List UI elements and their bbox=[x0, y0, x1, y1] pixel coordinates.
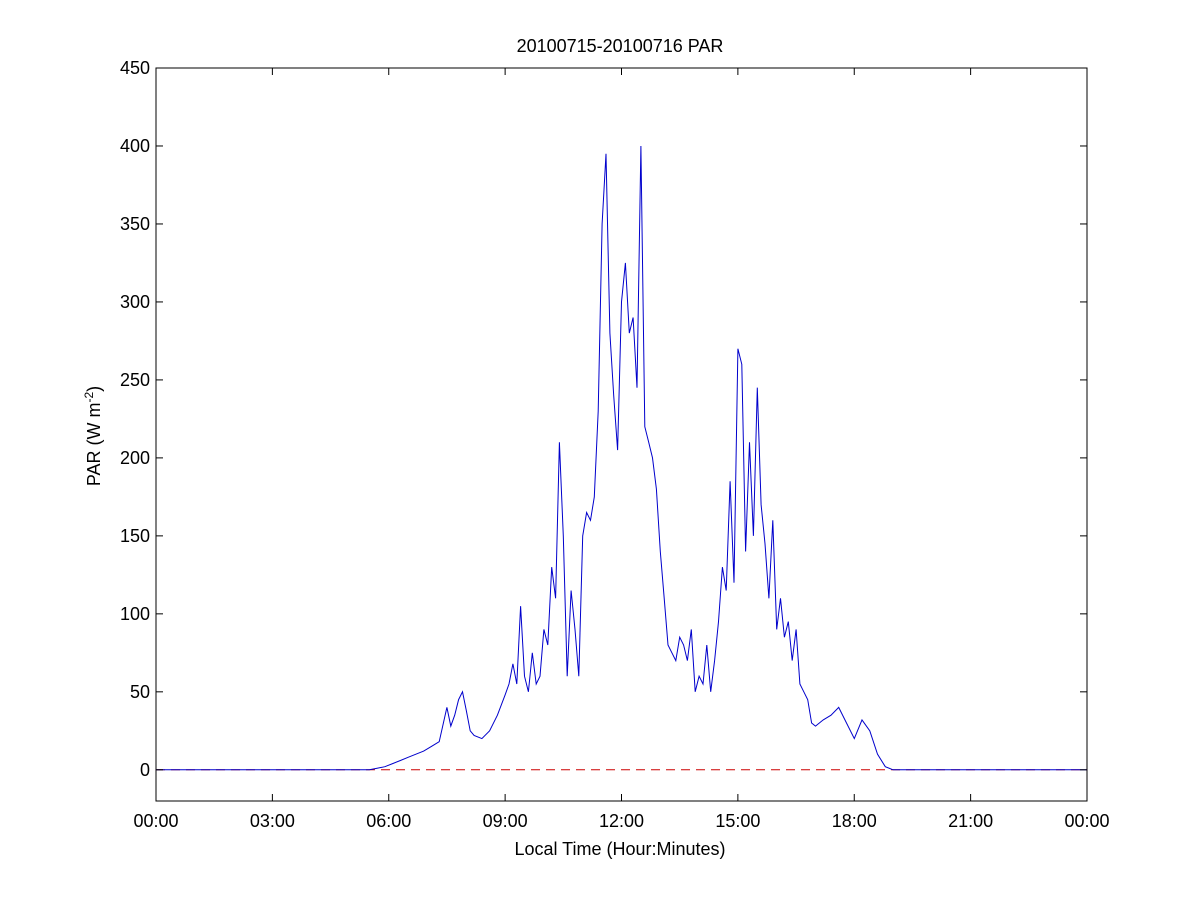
series-layer bbox=[156, 145, 1087, 771]
axes-box bbox=[155, 67, 1088, 802]
chart-title: 20100715-20100716 PAR bbox=[517, 36, 724, 56]
y-axis-label-main: PAR (W m bbox=[84, 403, 104, 487]
y-tick-label: 400 bbox=[120, 136, 150, 156]
y-tick-label: 250 bbox=[120, 370, 150, 390]
x-tick-label: 03:00 bbox=[250, 811, 295, 831]
y-tick-label: 350 bbox=[120, 214, 150, 234]
y-axis-label: PAR (W m-2) bbox=[82, 386, 104, 486]
x-axis-label: Local Time (Hour:Minutes) bbox=[514, 839, 725, 859]
y-tick-label: 150 bbox=[120, 526, 150, 546]
x-tick-label: 12:00 bbox=[599, 811, 644, 831]
labels-layer: 20100715-20100716 PAR Local Time (Hour:M… bbox=[82, 36, 726, 859]
y-tick-label: 50 bbox=[130, 682, 150, 702]
plot-area-frame bbox=[155, 67, 1088, 802]
x-tick-label: 18:00 bbox=[832, 811, 877, 831]
ticks-layer: 00:00 03:00 06:00 09:00 12:00 15:00 18:00 21:00… bbox=[120, 58, 1110, 831]
series-line-0 bbox=[156, 145, 1087, 771]
y-tick-label: 450 bbox=[120, 58, 150, 78]
x-tick-label: 09:00 bbox=[483, 811, 528, 831]
y-axis-label-sup: -2 bbox=[82, 392, 96, 403]
y-tick-label: 0 bbox=[140, 760, 150, 780]
y-axis-label-close: ) bbox=[84, 386, 104, 392]
x-tick-label: 00:00 bbox=[1064, 811, 1109, 831]
x-tick-label: 00:00 bbox=[133, 811, 178, 831]
y-tick-label: 300 bbox=[120, 292, 150, 312]
x-tick-label: 21:00 bbox=[948, 811, 993, 831]
y-tick-label: 200 bbox=[120, 448, 150, 468]
x-tick-label: 15:00 bbox=[715, 811, 760, 831]
y-tick-label: 100 bbox=[120, 604, 150, 624]
x-tick-label: 06:00 bbox=[366, 811, 411, 831]
